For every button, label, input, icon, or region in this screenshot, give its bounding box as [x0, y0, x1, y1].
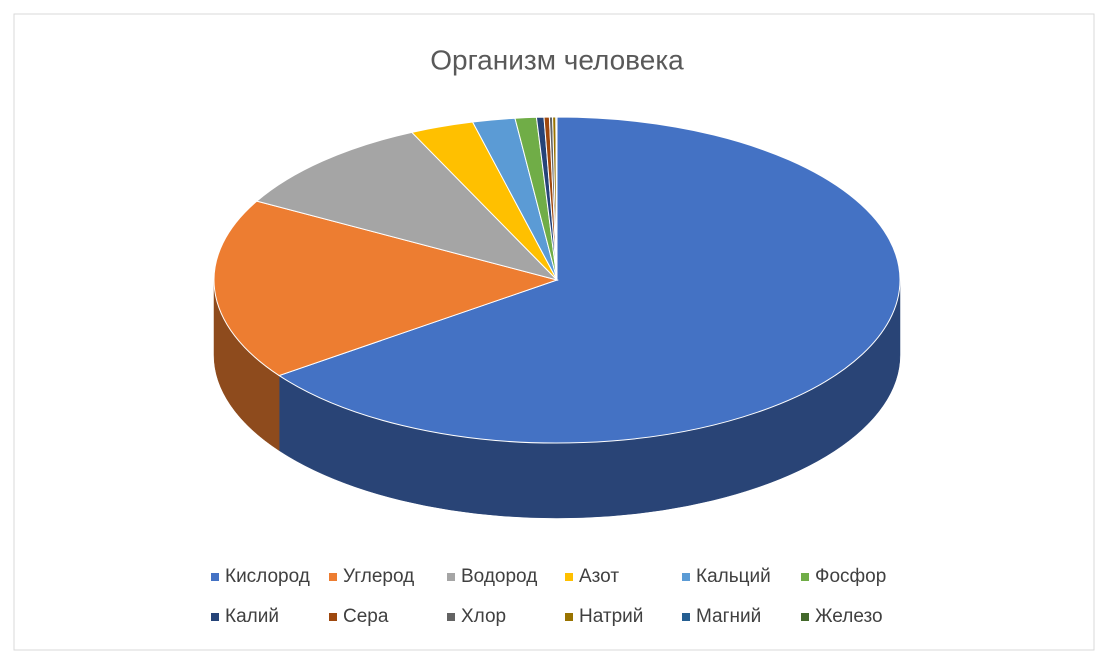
legend-label: Кислород — [225, 566, 310, 587]
legend-swatch — [682, 573, 690, 581]
legend-label: Водород — [461, 566, 537, 587]
legend-swatch — [447, 613, 455, 621]
slice — [278, 116, 901, 444]
legend-swatch — [801, 613, 809, 621]
slice — [255, 131, 559, 281]
legend-swatch — [329, 573, 337, 581]
legend-swatch — [565, 573, 573, 581]
legend-swatch — [565, 613, 573, 621]
pie-tops — [213, 116, 901, 444]
legend-label: Углерод — [343, 566, 414, 587]
legend-swatch — [211, 613, 219, 621]
legend-swatch — [329, 613, 337, 621]
legend-label: Сера — [343, 606, 389, 627]
chart-title: Организм человека — [430, 44, 684, 75]
legend: Кислород Углерод Водород Азот Кальций Фосфор К… — [211, 566, 886, 627]
legend-label: Натрий — [579, 606, 643, 627]
legend-label: Хлор — [461, 606, 506, 627]
legend-swatch — [682, 613, 690, 621]
slice — [213, 200, 559, 377]
legend-swatch — [211, 573, 219, 581]
legend-label: Фосфор — [815, 566, 886, 587]
legend-label: Кальций — [696, 566, 771, 587]
legend-swatch — [801, 573, 809, 581]
legend-label: Азот — [579, 566, 619, 587]
legend-label: Железо — [815, 606, 883, 627]
legend-swatch — [447, 573, 455, 581]
legend-label: Калий — [225, 606, 279, 627]
legend-label: Магний — [696, 606, 761, 627]
